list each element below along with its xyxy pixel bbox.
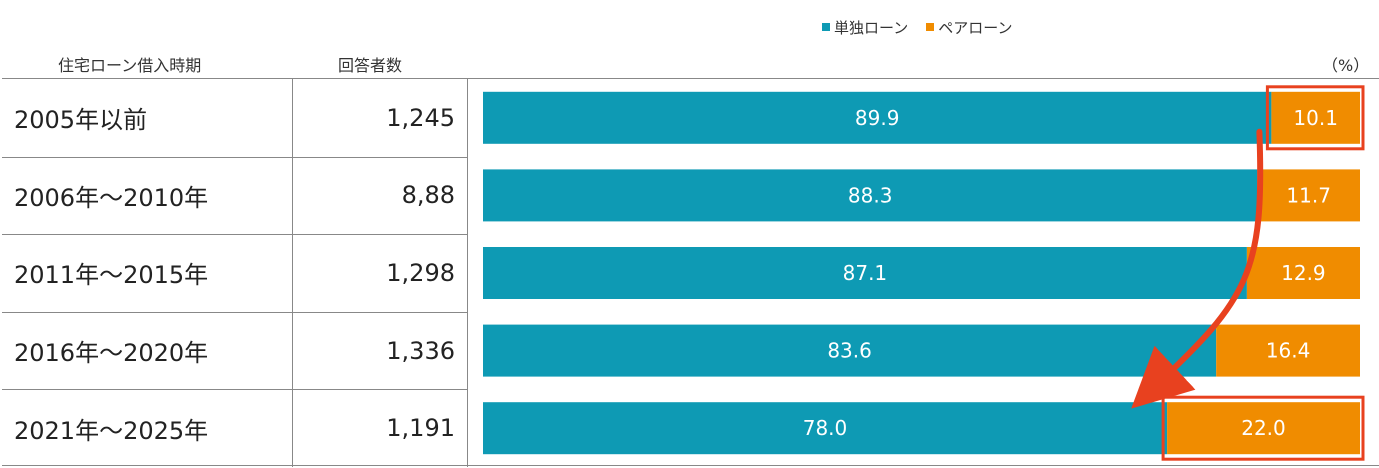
data-label-pair-loan: 22.0: [1241, 416, 1286, 440]
table-row: 2021年～2025年 1,191: [2, 389, 1379, 467]
table-row: 2016年～2020年 1,336: [2, 311, 1379, 390]
legend-item-single: 単独ローン: [822, 17, 908, 38]
data-label-pair-loan: 11.7: [1286, 183, 1331, 207]
bar-pair-loan: [1167, 402, 1360, 455]
respondent-count-cell: 1,191: [292, 389, 468, 467]
highlight-box: [1265, 85, 1365, 151]
period-cell: 2021年～2025年: [14, 416, 209, 445]
row-divider: [2, 311, 467, 313]
bar-pair-loan: [1271, 91, 1360, 144]
data-label-single-loan: 83.6: [827, 339, 872, 363]
row-divider: [2, 389, 467, 391]
period-cell: 2005年以前: [14, 106, 148, 135]
respondent-count-cell: 1,336: [292, 311, 468, 390]
table-row: 2005年以前 1,245: [2, 79, 1379, 157]
data-label-pair-loan: 16.4: [1266, 339, 1311, 363]
header-respondents: 回答者数: [338, 56, 403, 75]
bar-single-loan: [483, 402, 1168, 455]
period-cell: 2006年～2010年: [14, 183, 209, 212]
bar-pair-loan: [1216, 324, 1360, 377]
data-label-single-loan: 89.9: [855, 106, 900, 130]
highlight-box: [1161, 395, 1365, 461]
legend: 単独ローン ペアローン: [822, 12, 1031, 42]
data-label-single-loan: 88.3: [848, 183, 893, 207]
data-label-pair-loan: 12.9: [1281, 261, 1326, 285]
bar-single-loan: [483, 169, 1258, 222]
data-label-single-loan: 78.0: [803, 416, 848, 440]
data-label-single-loan: 87.1: [843, 261, 888, 285]
trend-arrow: [1131, 128, 1264, 409]
legend-swatch-pair: [926, 23, 935, 31]
legend-label-single: 単独ローン: [834, 18, 909, 37]
bar-single-loan: [483, 247, 1247, 299]
bar-single-loan: [483, 91, 1272, 144]
legend-item-pair: ペアローン: [926, 17, 1013, 38]
table-row: 2011年～2015年 1,298: [2, 234, 1379, 312]
unit-label: （%）: [1322, 56, 1370, 75]
bar-pair-loan: [1257, 169, 1360, 222]
period-cell: 2011年～2015年: [14, 261, 209, 290]
bar-pair-loan: [1246, 247, 1360, 299]
period-cell: 2016年～2020年: [14, 339, 209, 368]
data-table: 2005年以前 1,245 2006年～2010年 8,88 2011年～2015年 1,…: [2, 78, 1379, 467]
respondent-count-cell: 1,298: [292, 234, 468, 312]
header-period: 住宅ローン借入時期: [58, 56, 202, 75]
table-row: 2006年～2010年 8,88: [2, 156, 1379, 235]
respondent-count-cell: 1,245: [292, 79, 468, 157]
row-divider: [2, 234, 467, 236]
bar-single-loan: [483, 324, 1217, 377]
row-divider: [2, 156, 467, 158]
legend-swatch-single: [822, 23, 830, 31]
respondent-count-cell: 8,88: [292, 156, 468, 235]
data-label-pair-loan: 10.1: [1293, 106, 1338, 130]
legend-label-pair: ペアローン: [938, 18, 1013, 37]
